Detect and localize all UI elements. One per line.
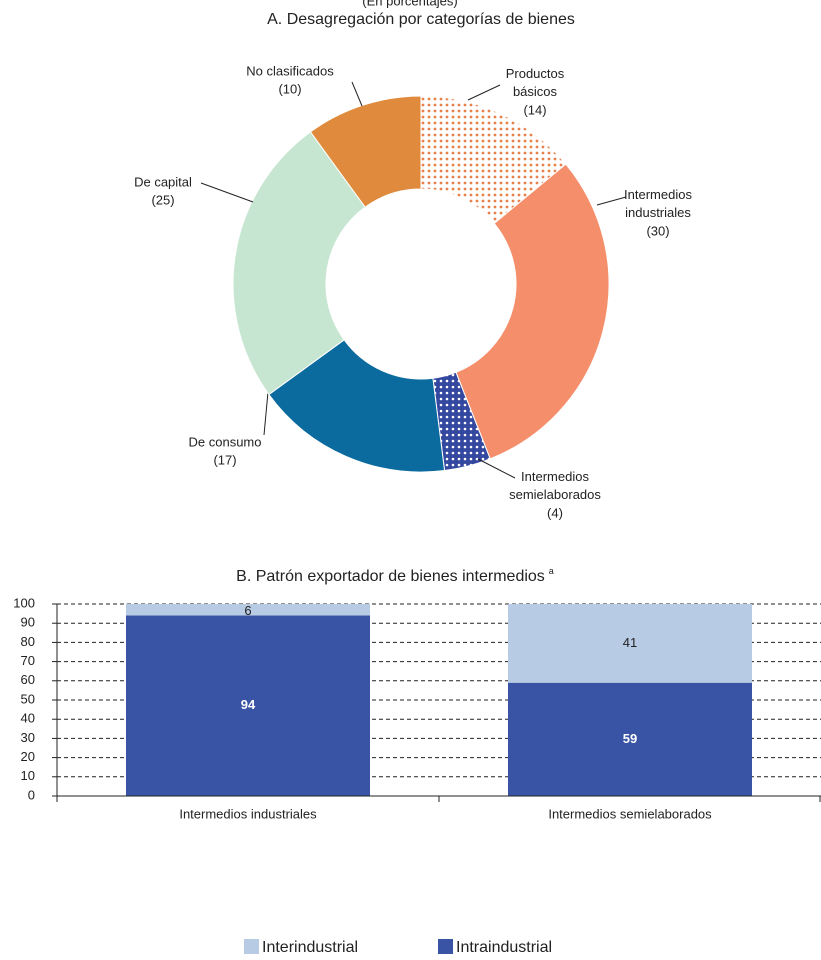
segment-label: Intermedios semielaborados — [509, 469, 601, 502]
y-tick-label: 0 — [28, 787, 35, 802]
leader-line — [351, 81, 363, 107]
leader-line — [596, 196, 627, 206]
y-tick-label: 30 — [21, 730, 35, 745]
value-label: (17) — [213, 452, 236, 467]
subtitle: (En porcentajes) — [362, 0, 457, 8]
segment-label: Intermedios industriales — [624, 187, 692, 220]
value-label: (25) — [151, 192, 174, 207]
bar-segment — [126, 604, 370, 616]
y-tick-label: 20 — [21, 749, 35, 764]
y-tick-label: 80 — [21, 634, 35, 649]
x-tick-label: Intermedios industriales — [179, 806, 317, 821]
segment-label: De capital — [134, 174, 192, 189]
segment-label: Productos básicos — [506, 66, 565, 99]
leader-line — [467, 84, 501, 101]
donut-segment — [455, 163, 610, 460]
data-label: 41 — [623, 635, 637, 650]
leader-line — [200, 182, 254, 203]
legend-label: Interindustrial — [262, 939, 358, 956]
legend-label: Intraindustrial — [456, 939, 552, 956]
title-note: a — [549, 566, 554, 576]
value-label: (4) — [547, 505, 563, 520]
bar-segment — [126, 615, 370, 796]
x-tick-label: Intermedios semielaborados — [548, 806, 712, 821]
donut-segment — [309, 95, 422, 208]
value-label: (10) — [278, 81, 301, 96]
value-label: (30) — [646, 223, 669, 238]
y-tick-label: 100 — [13, 595, 35, 610]
chart-title: A. Desagregación por categorías de biene… — [267, 11, 575, 28]
y-tick-label: 60 — [21, 672, 35, 687]
leader-line — [263, 391, 269, 436]
segment-label: De consumo — [189, 434, 262, 449]
bar-segment — [508, 604, 752, 683]
data-label: 6 — [244, 603, 251, 618]
y-tick-label: 10 — [21, 768, 35, 783]
donut-segment — [268, 339, 446, 473]
y-tick-label: 50 — [21, 691, 35, 706]
value-label: (14) — [523, 102, 546, 117]
segment-label: No clasificados — [246, 63, 334, 78]
data-label: 94 — [241, 697, 256, 712]
chart-title: B. Patrón exportador de bienes intermedi… — [236, 566, 554, 585]
bar-segment — [508, 682, 752, 796]
y-tick-label: 40 — [21, 711, 35, 726]
donut-segment — [232, 131, 366, 396]
legend-swatch — [438, 939, 453, 954]
legend-swatch — [244, 939, 259, 954]
title-text: B. Patrón exportador de bienes intermedi… — [236, 568, 545, 585]
data-label: 59 — [623, 731, 637, 746]
y-tick-label: 70 — [21, 653, 35, 668]
leader-line — [477, 458, 516, 479]
y-tick-label: 90 — [21, 615, 35, 630]
